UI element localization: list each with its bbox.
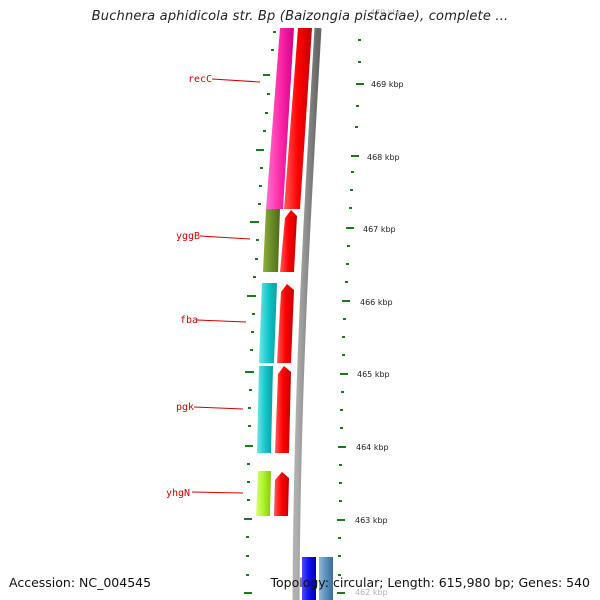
callout-recC	[211, 78, 261, 83]
callout-pgk	[193, 406, 244, 410]
callout-yggB	[199, 235, 251, 240]
strand-arrow[interactable]	[274, 472, 289, 516]
kbp-label: 467 kbp	[363, 225, 396, 234]
kbp-labels: 470 kbp 469 kbp 468 kbp 467 kbp 466 kbp …	[355, 8, 404, 597]
kbp-label: 468 kbp	[367, 153, 400, 162]
gene-block-pgk[interactable]	[257, 366, 273, 453]
bottom-features	[302, 557, 333, 600]
gene-block-yggB[interactable]	[263, 209, 280, 272]
gene-blocks	[256, 28, 294, 516]
gene-label-yggB[interactable]: yggB	[176, 231, 200, 242]
accession-text: Accession: NC_004545	[9, 575, 152, 590]
gene-label-yhgN[interactable]: yhgN	[166, 488, 190, 499]
outer-tick-row	[337, 39, 364, 594]
gene-label-pgk[interactable]: pgk	[176, 402, 194, 413]
kbp-label: 463 kbp	[355, 516, 388, 525]
gene-callout-lines	[191, 78, 261, 494]
gene-label-fba[interactable]: fba	[180, 315, 198, 326]
kbp-label: 464 kbp	[356, 443, 389, 452]
kbp-label: 465 kbp	[357, 370, 390, 379]
gene-label-recC[interactable]: recC	[188, 74, 212, 85]
strand-arrow[interactable]	[275, 366, 291, 453]
kbp-label: 469 kbp	[371, 80, 404, 89]
red-strand-arrows	[274, 28, 312, 516]
callout-yhgN	[191, 491, 244, 494]
inner-tick-row	[244, 31, 276, 594]
kbp-label: 470 kbp	[370, 8, 403, 17]
strand-arrow[interactable]	[284, 28, 312, 209]
feature-block-steel[interactable]	[319, 557, 333, 600]
gene-labels: recC yggB fba pgk yhgN	[166, 74, 212, 499]
strand-arrow[interactable]	[277, 284, 294, 363]
gene-block-fba[interactable]	[259, 283, 277, 363]
kbp-label: 466 kbp	[360, 298, 393, 307]
gene-block-recC[interactable]	[266, 28, 294, 209]
genome-backbone	[292, 27, 322, 600]
strand-arrow[interactable]	[280, 210, 297, 272]
callout-fba	[196, 319, 247, 323]
map-title: Buchnera aphidicola str. Bp (Baizongia p…	[91, 9, 509, 24]
genome-summary-text: Topology: circular; Length: 615,980 bp; …	[270, 575, 591, 590]
gene-block-yhgN[interactable]	[256, 471, 271, 516]
feature-block-blue[interactable]	[302, 557, 316, 600]
kbp-label: 462 kbp	[355, 588, 388, 597]
